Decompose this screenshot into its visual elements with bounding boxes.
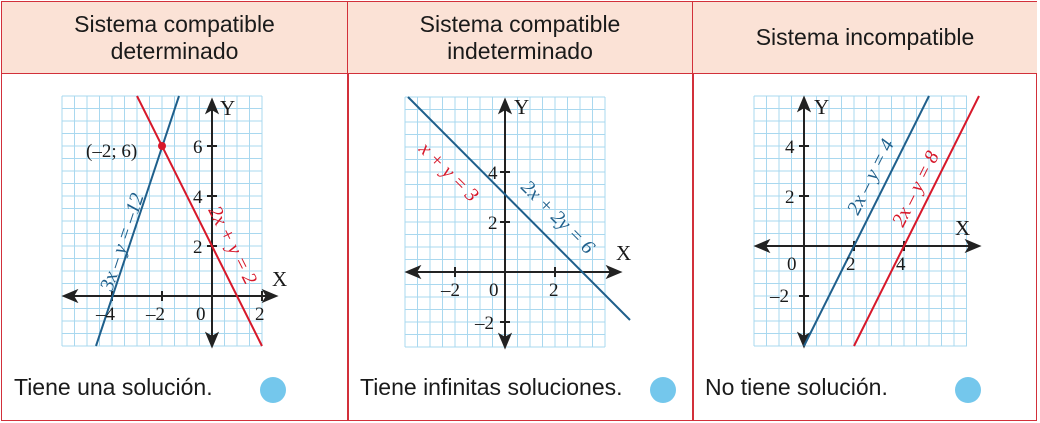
panel-compatible-determinado: Sistema compatible determinado [2,2,347,420]
tick-y: 2 [785,187,795,208]
line-2x-y-8 [853,95,980,347]
tick-y: 4 [785,137,795,158]
equation-label: 3x – y = –12 [96,191,149,295]
y-axis-arrow-down [204,331,220,349]
tick-x: –4 [95,304,116,325]
graph-incompatible: X Y 0 2 4 2 4 –2 2x – y = 4 2x – y = 8 [753,95,982,349]
y-axis-arrow [497,97,513,115]
marker-dot [260,377,286,403]
line-2x-y-4 [803,95,930,347]
grid [753,95,967,347]
y-axis-label: Y [514,95,529,119]
tick-x: 2 [255,304,265,325]
tick-x: 2 [846,254,856,275]
line-3x-y [95,95,180,347]
tick-y: –2 [769,286,789,307]
panel-title: Sistema compatible determinado [74,10,275,64]
panel-title: Sistema compatible indeterminado [419,10,621,64]
graph-compatible-determinado: X Y –4 –2 0 2 2 4 6 (–2; 6) 3x – y = –12… [61,95,287,349]
tick-y: 4 [193,187,203,208]
x-axis-arrow [964,238,982,254]
x-axis-label: X [272,267,287,291]
x-axis-arrow [605,264,623,280]
panel-header: Sistema compatible indeterminado [348,2,692,74]
marker-dot [955,377,981,403]
y-axis-label: Y [814,95,829,119]
column-divider [347,2,349,420]
x-axis-arrow [261,288,279,304]
intersection-point [158,142,166,150]
y-axis-label: Y [220,96,235,120]
tick-x: –2 [440,280,460,301]
panel-header: Sistema compatible determinado [2,2,347,74]
grid [61,95,263,347]
axes [404,97,623,350]
graph-compatible-indeterminado: X Y –2 0 2 2 4 –2 x + y = 3 2x + 2y = 6 [404,95,631,350]
tick-y: 4 [488,163,498,184]
x-axis-label: X [955,216,970,240]
point-label: (–2; 6) [86,141,137,162]
tick-x: 0 [489,280,499,301]
tick-x: 0 [196,304,206,325]
y-axis-arrow [204,97,220,115]
tick-y: 2 [193,237,203,258]
x-axis-label: X [616,241,631,265]
equation-label: 2x – y = 4 [843,136,899,219]
panel-title: Sistema incompatible [755,24,975,50]
tick-y: –2 [474,313,494,334]
marker-dot [650,377,676,403]
panel-caption: Tiene una solución. [14,374,213,400]
tick-y: 6 [193,137,203,158]
tick-y: 2 [488,213,498,234]
panel-caption: Tiene infinitas soluciones. [360,374,623,400]
column-divider [692,2,694,420]
tick-x: 4 [896,254,906,275]
x-axis-arrow-left [61,288,79,304]
tick-x: –2 [145,304,165,325]
x-axis-arrow-left [753,238,771,254]
panel-caption: No tiene solución. [705,374,888,400]
line-coincident [407,96,631,321]
y-axis-arrow [796,95,812,113]
y-axis-arrow-down [497,332,513,350]
line-2x+y [136,95,263,347]
tick-x: 0 [787,254,797,275]
panel-header: Sistema incompatible [693,2,1037,74]
panel-incompatible: Sistema incompatible [693,2,1037,420]
panel-compatible-indeterminado: Sistema compatible indeterminado [348,2,692,420]
tick-x: 2 [549,280,559,301]
x-axis-arrow-left [404,264,422,280]
